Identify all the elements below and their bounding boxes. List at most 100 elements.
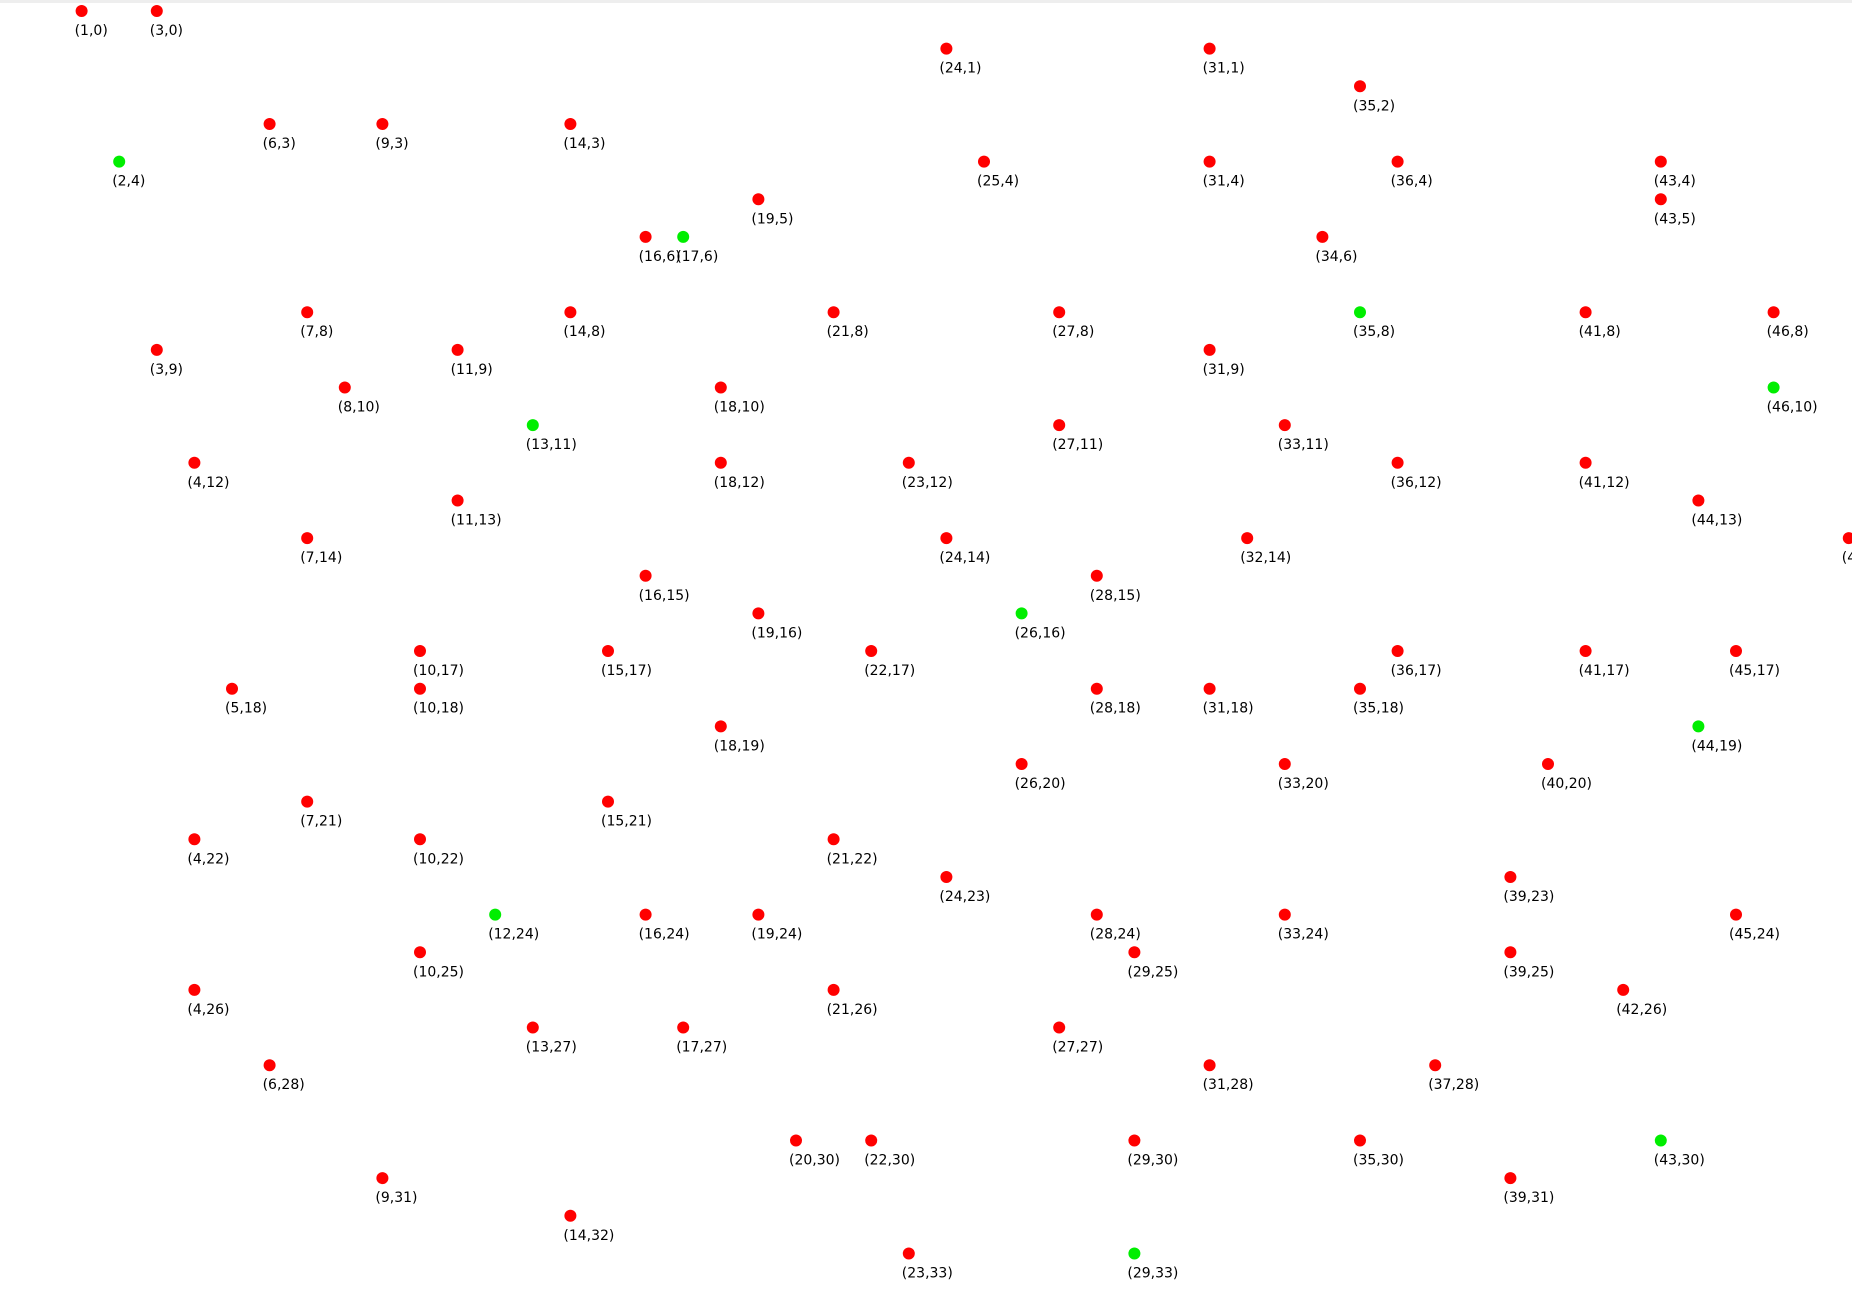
top-border xyxy=(0,0,1852,3)
point-marker xyxy=(75,5,88,17)
point-label: (33,11) xyxy=(1278,437,1329,453)
point-marker xyxy=(902,1247,915,1260)
point-marker xyxy=(1579,306,1592,319)
point-label: (10,18) xyxy=(413,701,464,717)
point-marker xyxy=(1203,42,1216,55)
point-label: (24,23) xyxy=(939,889,990,905)
point-label: (14,8) xyxy=(563,324,605,340)
point-label: (41,17) xyxy=(1579,663,1630,679)
point-marker xyxy=(1053,419,1066,432)
point-marker xyxy=(564,1209,577,1222)
point-marker xyxy=(752,193,765,206)
point-marker xyxy=(1015,758,1028,770)
point-label: (25,4) xyxy=(977,174,1019,190)
point-marker xyxy=(1579,456,1592,469)
point-marker xyxy=(1278,908,1291,921)
point-marker xyxy=(338,381,351,394)
point-marker xyxy=(526,1021,539,1034)
point-marker xyxy=(1203,682,1216,695)
point-label: (35,18) xyxy=(1353,701,1404,717)
point-marker xyxy=(188,833,201,846)
point-label: (24,14) xyxy=(939,550,990,566)
point-marker xyxy=(827,833,840,846)
point-label: (14,3) xyxy=(563,136,605,152)
point-marker xyxy=(790,1134,802,1147)
point-label: (18,12) xyxy=(714,475,765,491)
point-marker xyxy=(414,833,426,846)
point-marker xyxy=(978,155,990,168)
point-marker xyxy=(414,645,426,658)
point-label: (27,27) xyxy=(1052,1040,1103,1056)
point-marker xyxy=(1767,381,1780,394)
point-label: (43,5) xyxy=(1654,211,1696,227)
point-marker xyxy=(188,456,201,469)
point-marker xyxy=(1692,720,1705,733)
point-marker xyxy=(639,569,652,582)
point-label: (18,10) xyxy=(714,400,765,416)
point-label: (21,8) xyxy=(827,324,869,340)
point-label: (3,9) xyxy=(150,362,183,378)
point-label: (43,4) xyxy=(1654,174,1696,190)
point-marker xyxy=(865,1134,878,1147)
point-marker xyxy=(827,306,840,319)
point-label: (39,25) xyxy=(1503,964,1554,980)
point-label: (29,33) xyxy=(1127,1265,1178,1281)
point-label: (10,25) xyxy=(413,964,464,980)
point-label: (19,5) xyxy=(751,211,793,227)
point-marker xyxy=(602,645,614,658)
point-label: (9,3) xyxy=(375,136,408,152)
point-marker xyxy=(752,908,765,921)
point-marker xyxy=(714,720,727,733)
point-label: (23,33) xyxy=(902,1265,953,1281)
point-marker xyxy=(1354,306,1366,319)
point-marker xyxy=(1767,306,1780,319)
point-marker xyxy=(1241,532,1254,545)
point-marker xyxy=(376,1172,389,1185)
point-label: (26,20) xyxy=(1015,776,1066,792)
point-label: (16,15) xyxy=(639,588,690,604)
point-marker xyxy=(564,117,577,130)
point-marker xyxy=(1128,946,1141,959)
point-marker xyxy=(1053,1021,1066,1034)
point-label: (14,32) xyxy=(563,1228,614,1244)
point-marker xyxy=(1090,569,1103,582)
point-label: (6,3) xyxy=(263,136,296,152)
point-label: (28,15) xyxy=(1090,588,1141,604)
point-marker xyxy=(1128,1134,1141,1147)
point-label: (23,12) xyxy=(902,475,953,491)
point-marker xyxy=(1542,758,1554,770)
point-marker xyxy=(113,155,126,168)
point-label: (9,31) xyxy=(375,1190,417,1206)
point-marker xyxy=(414,946,426,959)
point-label: (11,13) xyxy=(451,512,502,528)
point-marker xyxy=(940,532,953,545)
point-marker xyxy=(451,494,464,507)
point-marker xyxy=(940,870,953,883)
point-marker xyxy=(1654,193,1667,206)
point-marker xyxy=(1579,645,1592,658)
point-label: (13,27) xyxy=(526,1040,577,1056)
point-label: (13,11) xyxy=(526,437,577,453)
point-label: (31,1) xyxy=(1203,61,1245,77)
point-label: (29,30) xyxy=(1127,1153,1178,1169)
point-marker xyxy=(451,343,464,356)
point-label: (31,4) xyxy=(1203,174,1245,190)
point-marker xyxy=(1090,908,1103,921)
point-label: (27,8) xyxy=(1052,324,1094,340)
point-label: (33,20) xyxy=(1278,776,1329,792)
point-label: (2,4) xyxy=(112,174,145,190)
point-label: (1,0) xyxy=(75,23,108,39)
point-marker xyxy=(1429,1059,1442,1072)
point-marker xyxy=(489,908,502,921)
point-marker xyxy=(188,983,201,996)
point-marker xyxy=(752,607,765,620)
point-marker xyxy=(1354,682,1366,695)
point-label: (7,8) xyxy=(300,324,333,340)
point-marker xyxy=(1654,155,1667,168)
point-marker xyxy=(1316,230,1329,243)
point-marker xyxy=(301,795,314,808)
point-marker xyxy=(1354,80,1366,93)
point-label: (18,19) xyxy=(714,738,765,754)
point-label: (31,18) xyxy=(1203,701,1254,717)
